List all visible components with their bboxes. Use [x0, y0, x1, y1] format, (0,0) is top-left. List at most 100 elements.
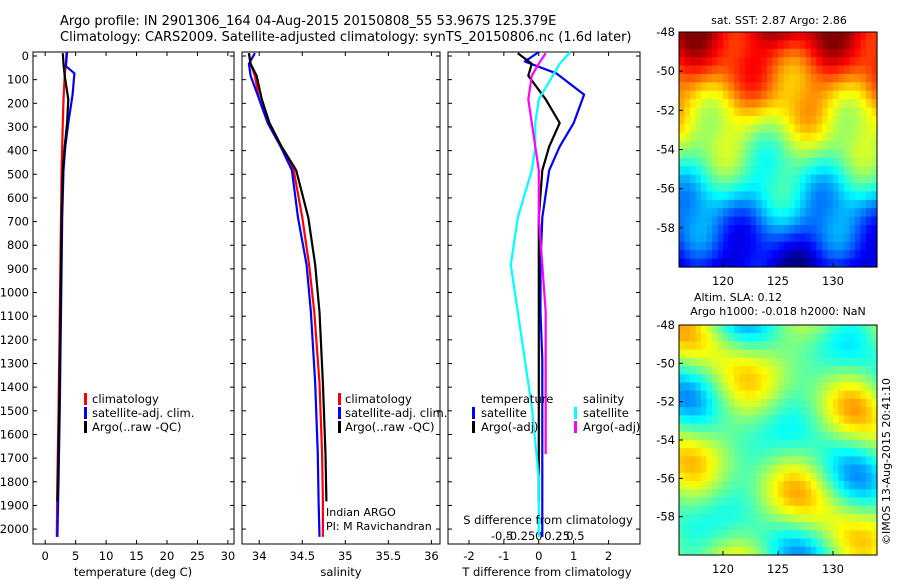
map-cell: [690, 216, 697, 226]
map-cell: [816, 233, 823, 243]
map-cell: [794, 115, 801, 125]
map-cell: [767, 448, 774, 458]
map-cell: [723, 216, 730, 226]
map-cell: [739, 166, 746, 176]
map-cell: [833, 464, 840, 474]
map-cell: [783, 481, 790, 490]
map-cell: [860, 440, 867, 449]
map-cell: [761, 341, 768, 351]
map-cell: [794, 325, 801, 334]
map-cell: [822, 398, 829, 408]
map-cell: [822, 174, 829, 184]
map-cell: [717, 73, 724, 83]
map-cell: [679, 183, 686, 193]
map-cell: [690, 57, 697, 67]
map-cell: [756, 513, 763, 523]
map-cell: [745, 513, 752, 523]
map-cell: [767, 107, 774, 117]
map-cell: [734, 538, 741, 548]
map-cell: [855, 250, 862, 260]
map-cell: [756, 489, 763, 499]
map-cell: [838, 530, 845, 540]
map-cell: [800, 241, 807, 251]
map-cell: [712, 505, 719, 515]
map-cell: [728, 407, 735, 416]
map-cell: [728, 57, 735, 67]
legend-swatch-argo: [338, 421, 341, 433]
map-cell: [739, 374, 746, 384]
map-cell: [822, 341, 829, 351]
map-cell: [695, 157, 702, 167]
map-cell: [789, 32, 796, 41]
map-cell: [805, 82, 812, 92]
map-cell: [695, 216, 702, 226]
map-cell: [794, 366, 801, 375]
map-cell: [800, 90, 807, 100]
map-cell: [706, 341, 713, 351]
map-cell: [739, 115, 746, 125]
map-cell: [739, 440, 746, 449]
map-cell: [728, 174, 735, 184]
map-cell: [772, 382, 779, 392]
map-cell: [717, 65, 724, 75]
map-cell: [849, 390, 856, 400]
map-cell: [822, 32, 829, 41]
map-cell: [756, 157, 763, 167]
map-cell: [860, 149, 867, 159]
map-cell: [684, 472, 691, 482]
depth-tick-label: 1700: [0, 451, 29, 465]
map-cell: [838, 546, 845, 556]
map-cell: [723, 107, 730, 117]
map-cell: [822, 440, 829, 449]
map-cell: [761, 225, 768, 235]
map-cell: [822, 366, 829, 375]
map-cell: [772, 456, 779, 466]
map-cell: [778, 157, 785, 167]
map-cell: [833, 522, 840, 531]
map-cell: [739, 124, 746, 134]
map-cell: [811, 341, 818, 351]
map-cell: [822, 132, 829, 142]
legend-label-argo: Argo(..raw -QC): [92, 420, 182, 434]
map-cell: [833, 124, 840, 134]
map-cell: [827, 431, 834, 441]
map-cell: [811, 522, 818, 531]
map-cell: [690, 225, 697, 235]
map-cell: [690, 431, 697, 441]
map-cell: [772, 174, 779, 184]
map-cell: [767, 99, 774, 109]
map-cell: [794, 522, 801, 531]
map-cell: [723, 472, 730, 482]
map-cell: [849, 538, 856, 548]
map-cell: [849, 40, 856, 50]
map-cell: [833, 423, 840, 433]
map-cell: [822, 166, 829, 176]
map-cell: [838, 208, 845, 218]
map-cell: [800, 431, 807, 441]
series-line-satellite-adj-clim-: [247, 52, 321, 537]
map-cell: [745, 233, 752, 243]
map-cell: [794, 374, 801, 384]
map-cell: [728, 497, 735, 507]
map-cell: [827, 472, 834, 482]
map-cell: [800, 374, 807, 384]
map-cell: [855, 325, 862, 334]
map-cell: [789, 357, 796, 367]
map-cell: [734, 99, 741, 109]
map-cell: [871, 497, 878, 507]
map-cell: [723, 132, 730, 142]
map-cell: [772, 82, 779, 92]
map-cell: [860, 530, 867, 540]
map-cell: [728, 341, 735, 351]
map-cell: [866, 191, 873, 201]
map-cell: [695, 48, 702, 58]
map-cell: [833, 489, 840, 499]
map-cell: [866, 464, 873, 474]
map-cell: [706, 225, 713, 235]
map-cell: [679, 440, 686, 449]
map-cell: [855, 456, 862, 466]
map-cell: [679, 513, 686, 523]
map-cell: [750, 349, 757, 359]
map-cell: [717, 513, 724, 523]
map-cell: [695, 374, 702, 384]
